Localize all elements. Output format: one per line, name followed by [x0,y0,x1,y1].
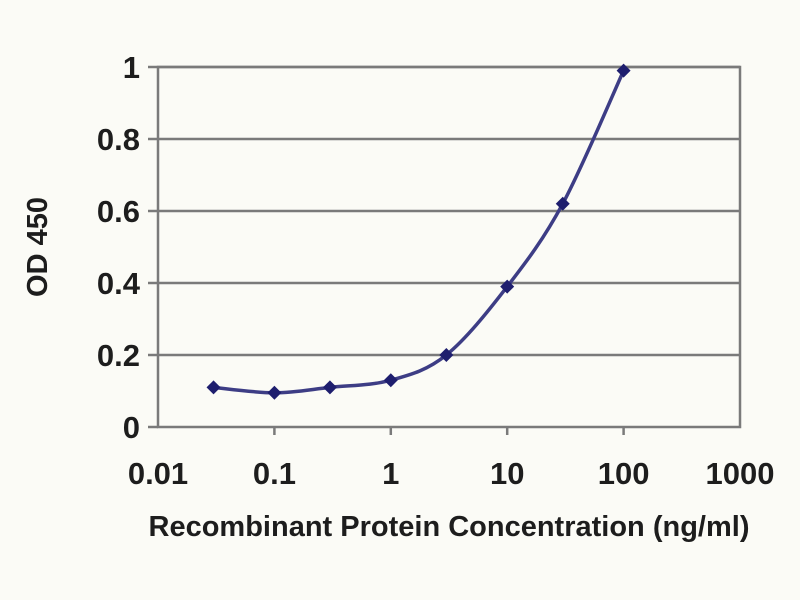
x-tick-label: 0.1 [253,456,296,491]
data-series-line [211,68,626,395]
x-axis-tick-labels: 0.01 0.1 1 10 100 1000 [128,456,775,491]
y-tick-label: 1 [123,50,140,85]
y-tick-label: 0.6 [97,194,140,229]
x-axis-title: Recombinant Protein Concentration (ng/ml… [149,511,750,543]
data-point-marker [500,279,515,294]
y-tick-label: 0.4 [97,266,141,301]
data-point-marker [439,348,454,362]
plot-area-frame [156,65,742,429]
y-tick-label: 0.2 [97,338,140,373]
data-point-marker [555,196,570,211]
y-tick-label: 0 [123,410,140,445]
data-point-markers [206,63,631,400]
axis-tick-marks [148,65,625,435]
x-tick-label: 1000 [706,456,775,491]
x-tick-label: 100 [598,456,650,491]
y-axis-title: OD 450 [22,197,54,297]
y-tick-label: 0.8 [97,122,140,157]
x-tick-label: 10 [490,456,524,491]
x-tick-label: 1 [382,456,399,491]
data-point-marker [322,380,337,395]
x-tick-label: 0.01 [128,456,188,491]
gridlines [158,65,740,357]
data-point-marker [383,373,398,388]
data-point-marker [616,63,631,78]
data-point-marker [267,385,282,400]
data-point-marker [206,380,221,395]
y-axis-tick-labels: 0 0.2 0.4 0.6 0.8 1 [97,50,141,445]
